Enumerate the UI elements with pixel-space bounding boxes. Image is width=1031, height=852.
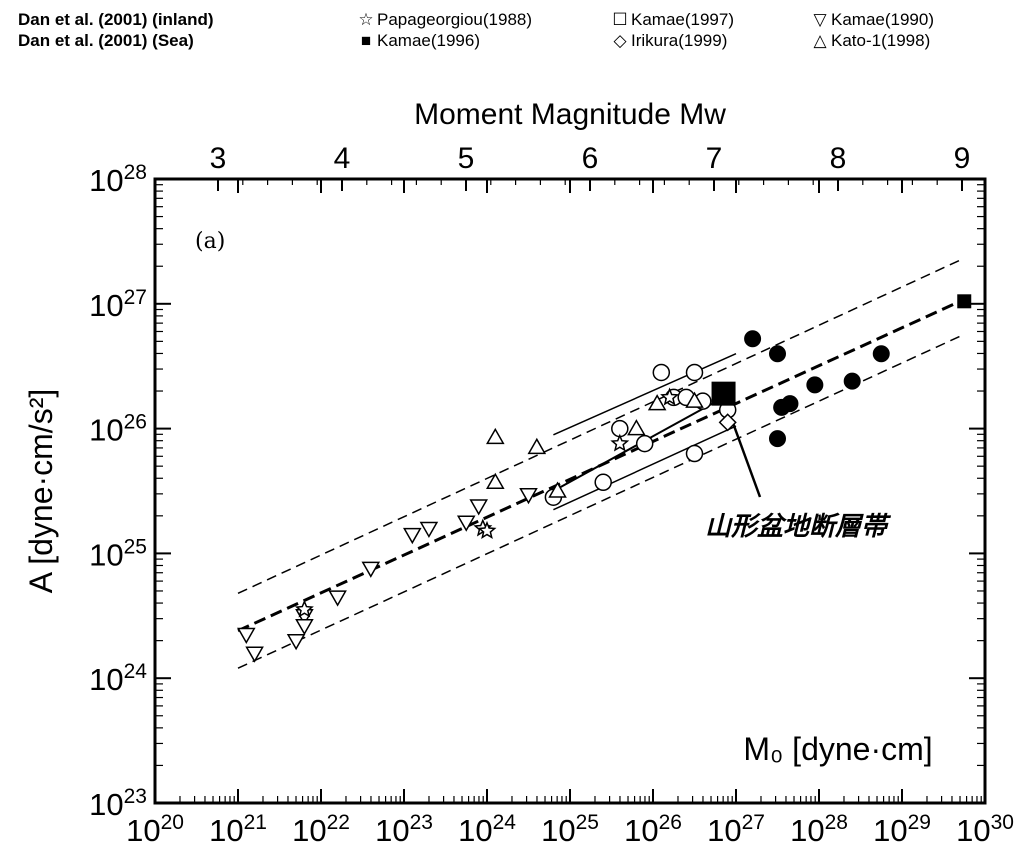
legend-label-sea: Dan et al. (2001) (Sea) xyxy=(18,31,194,50)
top-tick-label: 6 xyxy=(582,142,599,175)
upper-bound-line xyxy=(237,259,961,595)
triangle-down-point xyxy=(419,521,439,538)
triangle-down-point xyxy=(245,646,264,663)
legend-item-label: Kamae(1997) xyxy=(631,10,735,29)
ticks-layer xyxy=(155,179,985,803)
legend-item-papageorgiou: ☆ Papageorgiou(1988) xyxy=(358,10,532,30)
x-tick-label: 1023 xyxy=(375,811,433,848)
legend-item-irikura: ◇ Irikura(1999) xyxy=(612,31,727,51)
legend-item-label: Irikura(1999) xyxy=(631,31,728,50)
square-open-icon: ☐ xyxy=(612,10,628,29)
top-tick-label: 5 xyxy=(458,142,475,175)
triangle-down-point xyxy=(469,499,488,516)
legend-item-kamae1997: ☐ Kamae(1997) xyxy=(612,10,734,30)
top-tick-label: 4 xyxy=(334,142,351,175)
triangle-down-point xyxy=(328,590,347,607)
y-tick-label: 1026 xyxy=(89,411,147,448)
top-tick-label: 3 xyxy=(210,142,227,175)
data-points xyxy=(237,294,972,663)
circle-open-point xyxy=(594,473,612,492)
circle-open-point xyxy=(652,363,671,382)
triangle-up-point xyxy=(685,391,704,408)
legend-item-label: Kamae(1990) xyxy=(831,10,935,29)
x-tick-label: 1028 xyxy=(790,811,848,848)
x-tick-label: 1020 xyxy=(126,811,184,848)
top-tick-label: 8 xyxy=(830,142,847,175)
fit-lines xyxy=(237,259,961,669)
triangle-down-point xyxy=(361,561,381,578)
legend-item-label: Kato-1(1998) xyxy=(831,31,931,50)
top-tick-label: 7 xyxy=(706,142,723,175)
y-tick-label: 1027 xyxy=(89,286,147,323)
square-filled-icon: ■ xyxy=(360,31,372,50)
circle-filled-point xyxy=(744,330,762,348)
star-point xyxy=(477,520,497,539)
x-tick-label: 1025 xyxy=(541,811,599,848)
triangle-up-icon: △ xyxy=(813,31,827,50)
star-point xyxy=(610,433,630,452)
y-axis-title: A [dyne·cm/s²] xyxy=(23,389,59,594)
top-tick-label: 9 xyxy=(954,142,971,175)
legend-item-kato: △ Kato-1(1998) xyxy=(812,31,930,51)
x-tick-label: 1027 xyxy=(707,811,765,848)
triangle-down-point xyxy=(403,527,422,545)
x-tick-label: 1026 xyxy=(624,811,682,848)
legend-label-inland: Dan et al. (2001) (inland) xyxy=(18,10,214,29)
panel-label: (a) xyxy=(195,229,225,254)
square-filled-point xyxy=(957,294,972,309)
circle-filled-point xyxy=(872,345,890,363)
legend-item-kamae1990: ▽ Kamae(1990) xyxy=(812,10,934,30)
diamond-icon: ◇ xyxy=(613,31,627,50)
star-icon: ☆ xyxy=(358,10,374,29)
top-axis-title: Moment Magnitude Mw xyxy=(414,98,726,131)
circle-open-point xyxy=(685,444,704,463)
x-tick-label: 1030 xyxy=(956,811,1014,848)
circle-filled-point xyxy=(781,395,799,413)
plot-frame xyxy=(153,177,987,805)
diamond-point xyxy=(718,413,737,432)
legend-item-kamae1996: ■ Kamae(1996) xyxy=(358,31,480,51)
legend-item-label: Kamae(1996) xyxy=(377,31,481,50)
star-point xyxy=(294,599,314,618)
triangle-up-point xyxy=(647,394,667,411)
x-tick-label: 1029 xyxy=(873,811,931,848)
triangle-up-point xyxy=(527,437,547,455)
circle-open-point xyxy=(635,434,654,453)
x-tick-label: 1021 xyxy=(209,811,267,848)
circle-filled-point xyxy=(806,376,824,394)
circle-filled-point xyxy=(769,430,786,448)
triangle-down-point xyxy=(295,619,314,636)
y-tick-label: 1023 xyxy=(89,785,147,822)
x-axis-title: M₀ [dyne·cm] xyxy=(743,731,932,767)
lower-bound-line xyxy=(237,335,961,669)
triangle-down-point xyxy=(237,627,256,645)
annotation-label: 山形盆地断層帯 xyxy=(705,512,892,542)
square-filled-point xyxy=(711,381,736,406)
circle-filled-point xyxy=(769,345,786,363)
triangle-up-point xyxy=(486,427,505,445)
triangle-up-point xyxy=(627,419,646,436)
triangle-down-point xyxy=(519,487,538,505)
triangle-up-point xyxy=(548,481,567,498)
x-tick-label: 1022 xyxy=(292,811,350,848)
y-tick-label: 1024 xyxy=(89,660,147,697)
annotation-leader-line xyxy=(731,422,762,498)
triangle-down-point xyxy=(286,634,306,651)
circle-open-point xyxy=(685,363,704,382)
solid-lower-line xyxy=(553,425,737,511)
triangle-down-icon: ▽ xyxy=(813,10,827,29)
circle-filled-point xyxy=(843,372,861,390)
tick-labels: 1020 1021 1022 1023 1024 1025 1026 1027 1028 1029… xyxy=(89,142,1014,848)
y-tick-label: 1028 xyxy=(89,161,147,198)
triangle-up-point xyxy=(486,472,505,490)
star-point xyxy=(660,387,680,406)
y-tick-label: 1025 xyxy=(89,535,147,572)
triangle-down-point xyxy=(456,515,476,532)
x-tick-label: 1024 xyxy=(458,811,516,848)
solid-upper-line xyxy=(553,353,737,436)
legend: Dan et al. (2001) (inland) Dan et al. (2… xyxy=(0,0,1031,70)
legend-item-label: Papageorgiou(1988) xyxy=(377,10,533,29)
